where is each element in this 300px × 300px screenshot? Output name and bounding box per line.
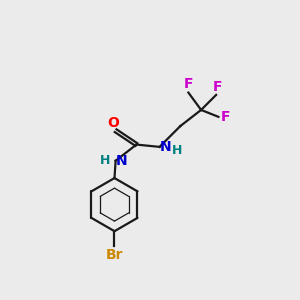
Text: H: H [172, 144, 182, 157]
Text: N: N [116, 154, 127, 168]
Text: Br: Br [106, 248, 123, 262]
Text: O: O [107, 116, 119, 130]
Text: N: N [160, 140, 171, 154]
Text: H: H [100, 154, 110, 167]
Text: F: F [184, 77, 193, 92]
Text: F: F [220, 110, 230, 124]
Text: F: F [212, 80, 222, 94]
